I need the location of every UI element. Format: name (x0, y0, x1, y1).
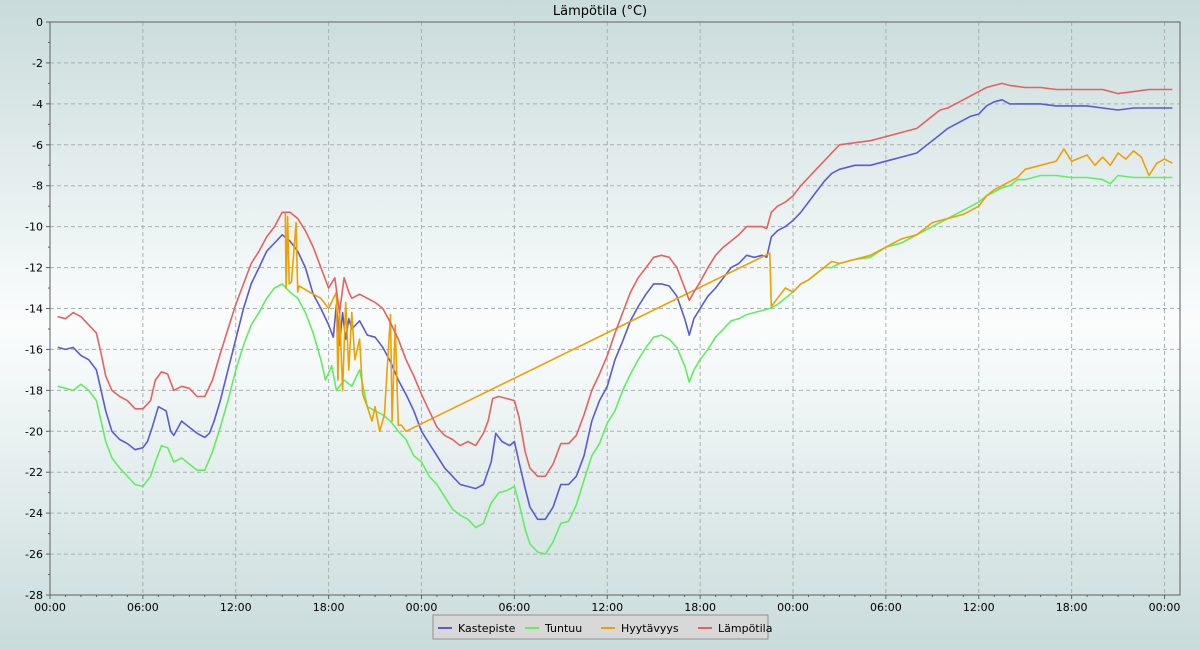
legend-label: Lämpötila (718, 622, 772, 635)
y-tick-label: 0 (36, 16, 43, 29)
y-tick-label: -24 (25, 507, 43, 520)
y-tick-label: -18 (25, 384, 43, 397)
series-lines (57, 82, 1173, 555)
legend-label: Kastepiste (458, 622, 516, 635)
y-tick-label: -4 (32, 98, 43, 111)
y-tick-label: -2 (32, 57, 43, 70)
series-line-1 (57, 99, 1173, 521)
x-tick-label: 06:00 (127, 601, 159, 614)
y-tick-label: -16 (25, 343, 43, 356)
axes: 0-2-4-6-8-10-12-14-16-18-20-22-24-26-280… (25, 16, 1180, 614)
y-tick-label: -20 (25, 425, 43, 438)
x-tick-label: 00:00 (34, 601, 66, 614)
y-tick-label: -10 (25, 221, 43, 234)
x-tick-label: 18:00 (684, 601, 716, 614)
x-tick-label: 00:00 (1149, 601, 1181, 614)
x-tick-label: 00:00 (406, 601, 438, 614)
series-line-2 (57, 174, 1173, 555)
legend-box (432, 614, 769, 640)
legend: Kastepiste Tuntuu Hyytävyys Lämpötila (432, 614, 772, 640)
chart-title: Lämpötila (°C) (553, 4, 647, 19)
y-tick-label: -8 (32, 180, 43, 193)
grid (50, 22, 1180, 595)
x-tick-label: 18:00 (1056, 601, 1088, 614)
y-tick-label: -12 (25, 262, 43, 275)
x-tick-label: 00:00 (777, 601, 809, 614)
series-line-3 (284, 148, 1173, 433)
x-tick-label: 18:00 (313, 601, 345, 614)
legend-label: Tuntuu (544, 622, 582, 635)
y-tick-label: -22 (25, 466, 43, 479)
series-line-4 (57, 82, 1173, 478)
y-tick-label: -26 (25, 548, 43, 561)
legend-label: Hyytävyys (621, 622, 679, 635)
y-tick-label: -6 (32, 139, 43, 152)
x-tick-label: 12:00 (220, 601, 252, 614)
x-tick-label: 12:00 (591, 601, 623, 614)
x-tick-label: 06:00 (499, 601, 531, 614)
x-tick-label: 12:00 (963, 601, 995, 614)
x-tick-label: 06:00 (870, 601, 902, 614)
y-tick-label: -14 (25, 303, 43, 316)
y-tick-label: -28 (25, 589, 43, 602)
